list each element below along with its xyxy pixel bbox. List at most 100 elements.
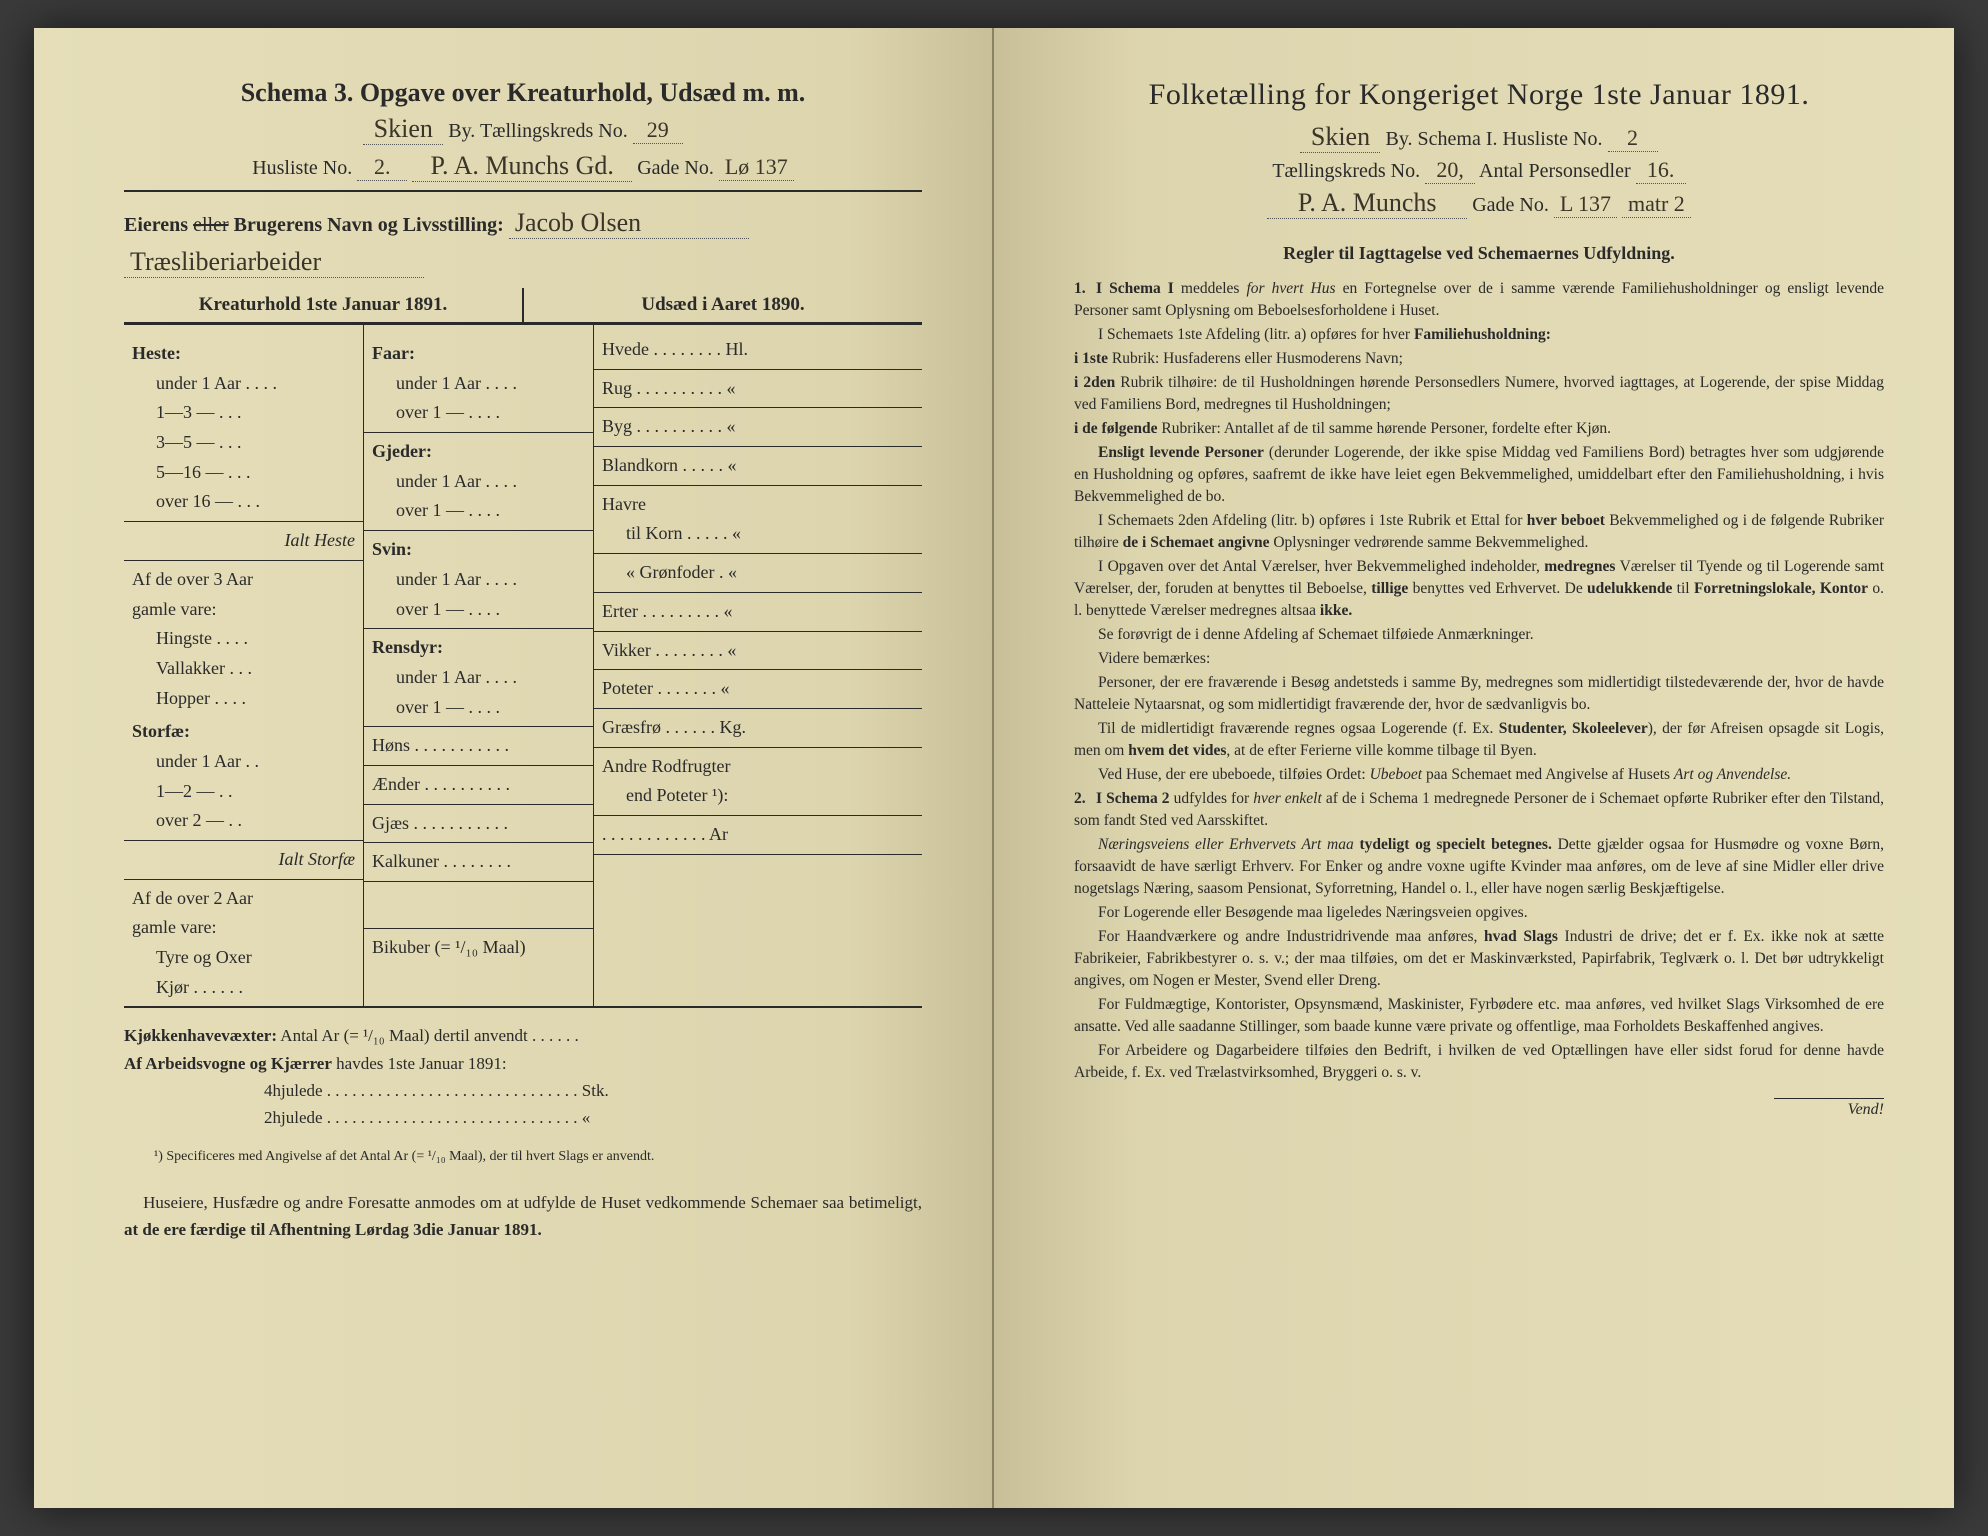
p6a: Ensligt levende Personer xyxy=(1098,444,1264,461)
p17b: hvad Slags xyxy=(1484,928,1558,945)
left-title-text: Opgave over Kreaturhold, Udsæd m. m. xyxy=(360,78,805,107)
owner-name: Jacob Olsen xyxy=(509,208,749,239)
kreds-no: 29 xyxy=(633,117,683,144)
r-by-label: By. Schema I. Husliste No. xyxy=(1385,128,1602,150)
storfae-r1: under 1 Aar . . xyxy=(132,747,355,777)
r-husliste-no: 2 xyxy=(1608,125,1658,152)
document-spread: Schema 3. Opgave over Kreaturhold, Udsæd… xyxy=(34,28,1954,1508)
bottom-block: Kjøkkenhavevæxter: Antal Ar (= ¹/₁₀ Maal… xyxy=(124,1022,922,1131)
col-header-right: Udsæd i Aaret 1890. xyxy=(524,288,922,322)
heste-r1: under 1 Aar . . . . xyxy=(132,369,355,399)
r-city-hw: Skien xyxy=(1300,122,1380,153)
svin-r2: over 1 — . . . . xyxy=(372,595,585,625)
col-header-left: Kreaturhold 1ste Januar 1891. xyxy=(124,288,524,322)
rensdyr-r2: over 1 — . . . . xyxy=(372,693,585,723)
byg: Byg . . . . . . . . . . « xyxy=(602,412,914,442)
faar-r2: over 1 — . . . . xyxy=(372,398,585,428)
r-antal-label: Antal Personsedler xyxy=(1479,160,1631,182)
storfae-r2: 1—2 — . . xyxy=(132,777,355,807)
p8j: ikke. xyxy=(1320,602,1352,619)
bikuber: Bikuber (= ¹/₁₀ Maal) xyxy=(372,933,585,963)
city-handwritten: Skien xyxy=(363,114,443,145)
r-gade-suffix: matr 2 xyxy=(1622,191,1691,218)
vend-label: Vend! xyxy=(1774,1098,1884,1119)
kalkuner: Kalkuner . . . . . . . . xyxy=(372,847,585,877)
rules-heading: Regler til Iagttagelse ved Schemaernes U… xyxy=(1074,243,1884,264)
aender: Ænder . . . . . . . . . . xyxy=(372,770,585,800)
two-wheel: 2hjulede . . . . . . . . . . . . . . . .… xyxy=(124,1104,922,1131)
col2: Faar: under 1 Aar . . . . over 1 — . . .… xyxy=(364,325,594,1006)
gjaes: Gjæs . . . . . . . . . . . xyxy=(372,809,585,839)
rensdyr-r1: under 1 Aar . . . . xyxy=(372,663,585,693)
rug: Rug . . . . . . . . . . « xyxy=(602,374,914,404)
arbeid-lbl: Af Arbeidsvogne og Kjærrer xyxy=(124,1054,332,1073)
blandkorn: Blandkorn . . . . . « xyxy=(602,451,914,481)
right-gade-line: P. A. Munchs Gade No. L 137 matr 2 xyxy=(1074,188,1884,219)
r-kreds-no: 20, xyxy=(1425,157,1475,184)
p19: For Arbeidere og Dagarbeidere tilføies d… xyxy=(1074,1040,1884,1084)
p14a: I Schema 2 xyxy=(1096,790,1170,807)
left-city-line: Skien By. Tællingskreds No. 29 xyxy=(124,114,922,145)
p4b: Rubrik tilhøire: de til Husholdningen hø… xyxy=(1074,374,1884,413)
p13d: Art og Anvendelse. xyxy=(1674,766,1791,783)
owner-occ: Træsliberiarbeider xyxy=(124,247,424,278)
closing-text: Huseiere, Husfædre og andre Foresatte an… xyxy=(124,1189,922,1243)
end-poteter: end Poteter ¹): xyxy=(602,781,914,811)
p9: Se forøvrigt de i denne Afdeling af Sche… xyxy=(1074,624,1884,646)
owner-line: Eierens eller Brugerens Navn og Livsstil… xyxy=(124,208,922,239)
husliste-no: 2. xyxy=(357,154,407,181)
right-title: Folketælling for Kongeriget Norge 1ste J… xyxy=(1074,78,1884,112)
gade-no: Lø 137 xyxy=(719,154,794,181)
hingste: Hingste . . . . xyxy=(132,624,355,654)
husliste-label: Husliste No. xyxy=(252,157,352,179)
p14b: udfyldes for xyxy=(1170,790,1254,807)
andre: Andre Rodfrugter xyxy=(602,752,914,782)
p8d: tillige xyxy=(1371,580,1408,597)
schema-label: Schema 3. xyxy=(241,78,354,107)
p18: For Fuldmægtige, Kontorister, Opsynsmænd… xyxy=(1074,994,1884,1038)
gjeder-hd: Gjeder: xyxy=(372,437,585,467)
r-kreds-label: Tællingskreds No. xyxy=(1272,160,1420,182)
p1c: for hvert Hus xyxy=(1246,280,1335,297)
p2: I Schemaets 1ste Afdeling (litr. a) opfø… xyxy=(1098,326,1414,343)
owner-pre: Eierens xyxy=(124,214,188,236)
right-kreds-line: Tællingskreds No. 20, Antal Personsedler… xyxy=(1074,157,1884,184)
heste-r2: 1—3 — . . . xyxy=(132,398,355,428)
col3: Hvede . . . . . . . . Hl. Rug . . . . . … xyxy=(594,325,922,1006)
owner-post: Brugerens Navn og Livsstilling: xyxy=(234,214,504,236)
left-husliste-line: Husliste No. 2. P. A. Munchs Gd. Gade No… xyxy=(124,151,922,182)
svin-r1: under 1 Aar . . . . xyxy=(372,565,585,595)
gjeder-r1: under 1 Aar . . . . xyxy=(372,467,585,497)
hopper: Hopper . . . . xyxy=(132,684,355,714)
p12e: , at de efter Ferierne ville komme tilba… xyxy=(1226,742,1536,759)
arbeid-txt: havdes 1ste Januar 1891: xyxy=(336,1054,506,1073)
kjokken-txt: Antal Ar (= ¹/₁₀ Maal) dertil anvendt . … xyxy=(280,1026,578,1045)
p7a: I Schemaets 2den Afdeling (litr. b) opfø… xyxy=(1098,512,1527,529)
heste-r3: 3—5 — . . . xyxy=(132,428,355,458)
tilkorn: til Korn . . . . . « xyxy=(602,519,914,549)
hons: Høns . . . . . . . . . . . xyxy=(372,731,585,761)
p1a: I Schema I xyxy=(1096,280,1174,297)
kjokken-lbl: Kjøkkenhavevæxter: xyxy=(124,1026,277,1045)
heste-over3: Af de over 3 Aar xyxy=(132,565,355,595)
hvede: Hvede . . . . . . . . Hl. xyxy=(602,335,914,365)
storfae-hd: Storfæ: xyxy=(132,717,355,747)
col1: Heste: under 1 Aar . . . . 1—3 — . . . 3… xyxy=(124,325,364,1006)
p13a: Ved Huse, der ere ubeboede, tilføies Ord… xyxy=(1098,766,1370,783)
p1b: meddeles xyxy=(1174,280,1247,297)
vallakker: Vallakker . . . xyxy=(132,654,355,684)
heste-gamle: gamle vare: xyxy=(132,595,355,625)
p8a: I Opgaven over det Antal Værelser, hver … xyxy=(1098,558,1544,575)
p15a: Næringsveiens eller Erhvervets Art maa xyxy=(1098,836,1359,853)
gjeder-r2: over 1 — . . . . xyxy=(372,496,585,526)
right-city-line: Skien By. Schema I. Husliste No. 2 xyxy=(1074,122,1884,153)
ialt-storfae: Ialt Storfæ xyxy=(132,845,355,875)
owner-occ-line: Træsliberiarbeider xyxy=(124,247,922,278)
p3a: i 1ste xyxy=(1074,350,1108,367)
left-page: Schema 3. Opgave over Kreaturhold, Udsæd… xyxy=(34,28,994,1508)
ar: . . . . . . . . . . . . Ar xyxy=(602,820,914,850)
gade-label: Gade No. xyxy=(637,157,714,179)
p8b: medregnes xyxy=(1544,558,1615,575)
p2b: Familiehusholdning: xyxy=(1414,326,1551,343)
heste-hd: Heste: xyxy=(132,339,355,369)
